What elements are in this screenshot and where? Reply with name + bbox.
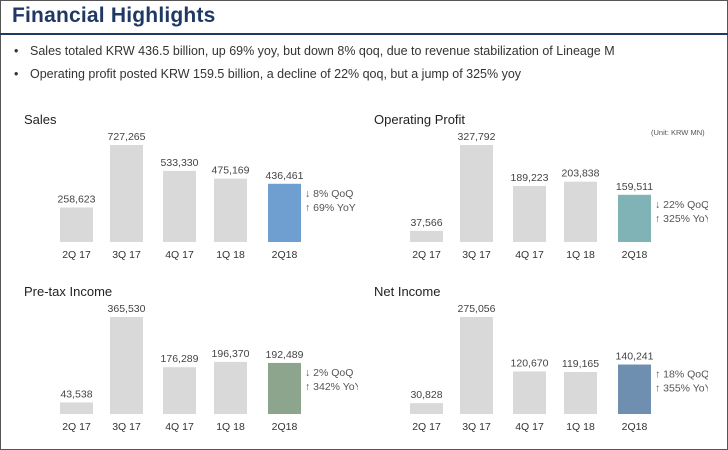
bar-3q-17 <box>110 317 143 414</box>
tick-label: 2Q18 <box>272 249 298 261</box>
data-label: 192,489 <box>266 349 304 361</box>
bar-4q-17 <box>513 186 546 242</box>
data-label: 43,538 <box>60 388 92 400</box>
data-label: 203,838 <box>562 168 600 180</box>
yoy-change-label: ↑ 355% YoY <box>655 383 708 395</box>
data-label: 189,223 <box>511 172 549 184</box>
bar-1q-18 <box>214 178 247 242</box>
title-divider <box>0 33 728 35</box>
bar-2q-17 <box>410 230 443 242</box>
chart-title: Operating Profit <box>374 112 465 127</box>
bullet-list: • Sales totaled KRW 436.5 billion, up 69%… <box>14 42 615 88</box>
chart-net-income: Net Income 30,828 2Q 17 275,056 3Q 17 120,670… <box>368 280 708 446</box>
qoq-change-label: ↓ 22% QoQ <box>655 199 708 211</box>
chart-pretax-income: Pre-tax Income 43,538 2Q 17 365,530 3Q 17 176… <box>18 280 358 446</box>
data-label: 176,289 <box>161 353 199 365</box>
qoq-change-label: ↓ 8% QoQ <box>305 188 353 200</box>
tick-label: 1Q 18 <box>216 421 245 433</box>
tick-label: 2Q 17 <box>62 249 91 261</box>
tick-label: 2Q 17 <box>412 421 441 433</box>
data-label: 327,792 <box>458 131 496 143</box>
bar-2q-17 <box>60 207 93 242</box>
tick-label: 2Q 17 <box>412 249 441 261</box>
tick-label: 4Q 17 <box>515 249 544 261</box>
yoy-change-label: ↑ 325% YoY <box>655 213 708 225</box>
qoq-change-label: ↑ 18% QoQ <box>655 369 708 381</box>
chart-title: Net Income <box>374 284 440 299</box>
tick-label: 3Q 17 <box>112 249 141 261</box>
unit-note: (Unit: KRW MN) <box>651 128 705 137</box>
bar-3q-17 <box>110 145 143 242</box>
tick-label: 3Q 17 <box>112 421 141 433</box>
bar-2q18 <box>268 183 301 242</box>
data-label: 196,370 <box>212 348 250 360</box>
data-label: 30,828 <box>410 389 442 401</box>
bullet-item: • Sales totaled KRW 436.5 billion, up 69%… <box>14 42 615 65</box>
yoy-change-label: ↑ 69% YoY <box>305 202 356 214</box>
tick-label: 1Q 18 <box>566 249 595 261</box>
bar-2q18 <box>268 362 301 414</box>
tick-label: 4Q 17 <box>515 421 544 433</box>
chart-svg: Sales 258,623 2Q 17 727,265 3Q 17 533,330 4Q 1… <box>24 112 356 261</box>
bar-4q-17 <box>513 371 546 414</box>
bar-4q-17 <box>163 367 196 414</box>
bar-2q-17 <box>410 403 443 414</box>
tick-label: 4Q 17 <box>165 421 194 433</box>
data-label: 436,461 <box>266 170 304 182</box>
data-label: 258,623 <box>58 194 96 206</box>
bar-2q-17 <box>60 402 93 414</box>
tick-label: 3Q 17 <box>462 249 491 261</box>
yoy-change-label: ↑ 342% YoY <box>305 381 358 393</box>
chart-title: Pre-tax Income <box>24 284 112 299</box>
bar-1q-18 <box>214 361 247 414</box>
tick-label: 2Q18 <box>272 421 298 433</box>
chart-sales: Sales 258,623 2Q 17 727,265 3Q 17 533,330 4Q 1… <box>18 108 358 274</box>
tick-label: 4Q 17 <box>165 249 194 261</box>
data-label: 365,530 <box>108 303 146 315</box>
tick-label: 3Q 17 <box>462 421 491 433</box>
chart-svg: Operating Profit 37,566 2Q 17 327,792 3Q 17 1… <box>374 112 708 261</box>
tick-label: 1Q 18 <box>216 249 245 261</box>
data-label: 275,056 <box>458 303 496 315</box>
data-label: 37,566 <box>410 217 442 229</box>
chart-operating-profit: Operating Profit 37,566 2Q 17 327,792 3Q 17 1… <box>368 108 708 274</box>
bar-3q-17 <box>460 145 493 242</box>
tick-label: 1Q 18 <box>566 421 595 433</box>
data-label: 727,265 <box>108 131 146 143</box>
data-label: 159,511 <box>616 181 653 193</box>
qoq-change-label: ↓ 2% QoQ <box>305 367 353 379</box>
page-title: Financial Highlights <box>12 4 216 27</box>
chart-title: Sales <box>24 112 57 127</box>
data-label: 119,165 <box>562 358 599 370</box>
chart-svg: Pre-tax Income 43,538 2Q 17 365,530 3Q 17 176… <box>24 284 358 433</box>
bar-1q-18 <box>564 371 597 414</box>
bar-2q18 <box>618 194 651 242</box>
data-label: 120,670 <box>511 357 549 369</box>
data-label: 533,330 <box>161 157 199 169</box>
bar-3q-17 <box>460 317 493 414</box>
bullet-text: Operating profit posted KRW 159.5 billio… <box>30 67 522 81</box>
chart-svg: Net Income 30,828 2Q 17 275,056 3Q 17 120,670… <box>374 284 708 433</box>
bar-2q18 <box>618 364 651 414</box>
bar-4q-17 <box>163 170 196 242</box>
bullet-dot-icon: • <box>14 67 19 81</box>
bullet-text: Sales totaled KRW 436.5 billion, up 69% … <box>30 44 615 58</box>
data-label: 475,169 <box>212 165 250 177</box>
bullet-dot-icon: • <box>14 44 19 58</box>
bullet-item: • Operating profit posted KRW 159.5 billi… <box>14 65 615 88</box>
tick-label: 2Q18 <box>622 421 648 433</box>
tick-label: 2Q 17 <box>62 421 91 433</box>
tick-label: 2Q18 <box>622 249 648 261</box>
bar-1q-18 <box>564 181 597 242</box>
data-label: 140,241 <box>616 351 654 363</box>
